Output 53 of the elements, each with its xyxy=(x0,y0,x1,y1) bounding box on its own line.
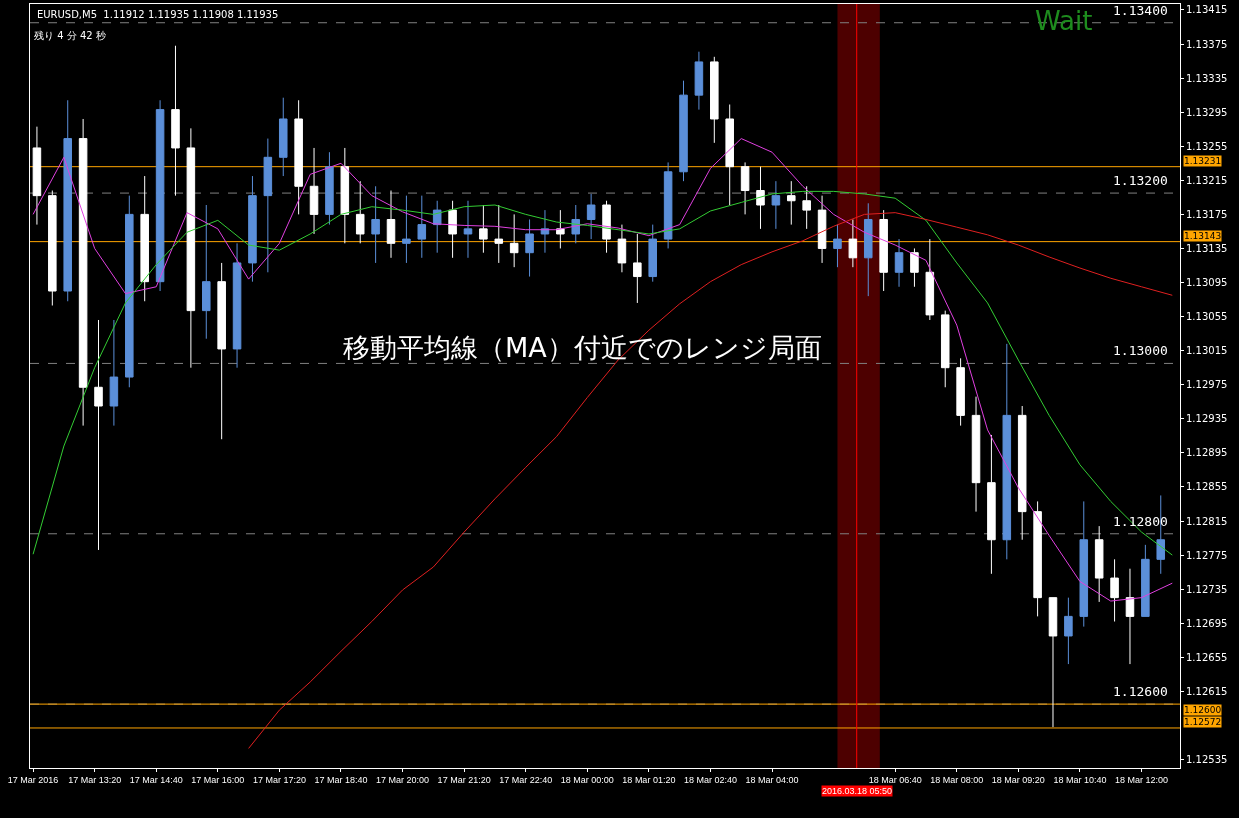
y-tick-label: 1.12655 xyxy=(1186,651,1228,663)
ref-line-label: 1.13231 xyxy=(1184,156,1222,166)
y-tick-label: 1.13295 xyxy=(1186,106,1228,118)
ref-line-label: 2016.03.18 05:50 xyxy=(822,786,893,796)
y-tick-label: 1.13095 xyxy=(1186,277,1228,289)
ref-line-label: 1.12572 xyxy=(1184,717,1222,727)
x-tick-label: 17 Mar 21:20 xyxy=(437,774,491,785)
y-tick-label: 1.13335 xyxy=(1186,72,1228,84)
x-tick-label: 17 Mar 14:40 xyxy=(129,774,183,785)
y-tick-label: 1.12975 xyxy=(1186,379,1228,391)
y-tick-label: 1.12935 xyxy=(1186,413,1228,425)
x-tick-label: 17 Mar 18:40 xyxy=(314,774,368,785)
y-tick-label: 1.12775 xyxy=(1186,549,1228,561)
y-tick-label: 1.12615 xyxy=(1186,685,1228,697)
y-tick-label: 1.12855 xyxy=(1186,481,1228,493)
ref-line-label: 1.12600 xyxy=(1113,684,1168,699)
x-tick-label: 18 Mar 00:00 xyxy=(560,774,614,785)
y-tick-label: 1.13255 xyxy=(1186,140,1228,152)
ref-line-label: 1.13400 xyxy=(1113,3,1168,18)
x-tick-label: 17 Mar 20:00 xyxy=(376,774,430,785)
text: EURUSD,M5 1.11912 1.11935 1.11908 1.11935 xyxy=(36,9,279,21)
text: 残り 4 分 42 秒 xyxy=(34,30,106,41)
y-tick-label: 1.13415 xyxy=(1186,4,1228,16)
x-tick-label: 18 Mar 01:20 xyxy=(622,774,676,785)
annotation: Wait xyxy=(1035,6,1093,36)
y-tick-label: 1.12535 xyxy=(1186,753,1228,765)
y-tick-label: 1.13215 xyxy=(1186,174,1228,186)
y-tick-label: 1.13055 xyxy=(1186,311,1228,323)
x-tick-label: 17 Mar 22:40 xyxy=(499,774,553,785)
y-tick-label: 1.12695 xyxy=(1186,617,1228,629)
annotation: 移動平均線（MA）付近でのレンジ局面 xyxy=(343,332,822,363)
ref-line-label: 1.13200 xyxy=(1113,173,1168,188)
y-tick-label: 1.13375 xyxy=(1186,38,1228,50)
x-tick-label: 18 Mar 12:00 xyxy=(1114,774,1169,785)
ref-line-label: 1.13143 xyxy=(1184,231,1222,241)
x-tick-label: 18 Mar 09:20 xyxy=(991,774,1045,785)
y-tick-label: 1.13135 xyxy=(1186,242,1228,254)
x-tick-label: 17 Mar 17:20 xyxy=(252,774,306,785)
x-tick-label: 17 Mar 2016 xyxy=(7,774,59,785)
x-tick-label: 17 Mar 16:00 xyxy=(191,774,245,785)
y-tick-label: 1.13175 xyxy=(1186,208,1228,220)
y-tick-label: 1.12815 xyxy=(1186,515,1228,527)
x-tick-label: 18 Mar 02:40 xyxy=(683,774,737,785)
x-tick-label: 18 Mar 06:40 xyxy=(868,774,922,785)
x-tick-label: 18 Mar 10:40 xyxy=(1053,774,1107,785)
y-tick-label: 1.12895 xyxy=(1186,447,1228,459)
x-tick-label: 17 Mar 13:20 xyxy=(68,774,122,785)
y-tick-label: 1.12735 xyxy=(1186,583,1228,595)
ref-line-label: 1.13000 xyxy=(1113,343,1168,358)
ref-line-label: 1.12600 xyxy=(1184,705,1222,715)
y-tick-label: 1.13015 xyxy=(1186,345,1228,357)
x-tick-label: 18 Mar 08:00 xyxy=(930,774,984,785)
x-tick-label: 18 Mar 04:00 xyxy=(745,774,799,785)
